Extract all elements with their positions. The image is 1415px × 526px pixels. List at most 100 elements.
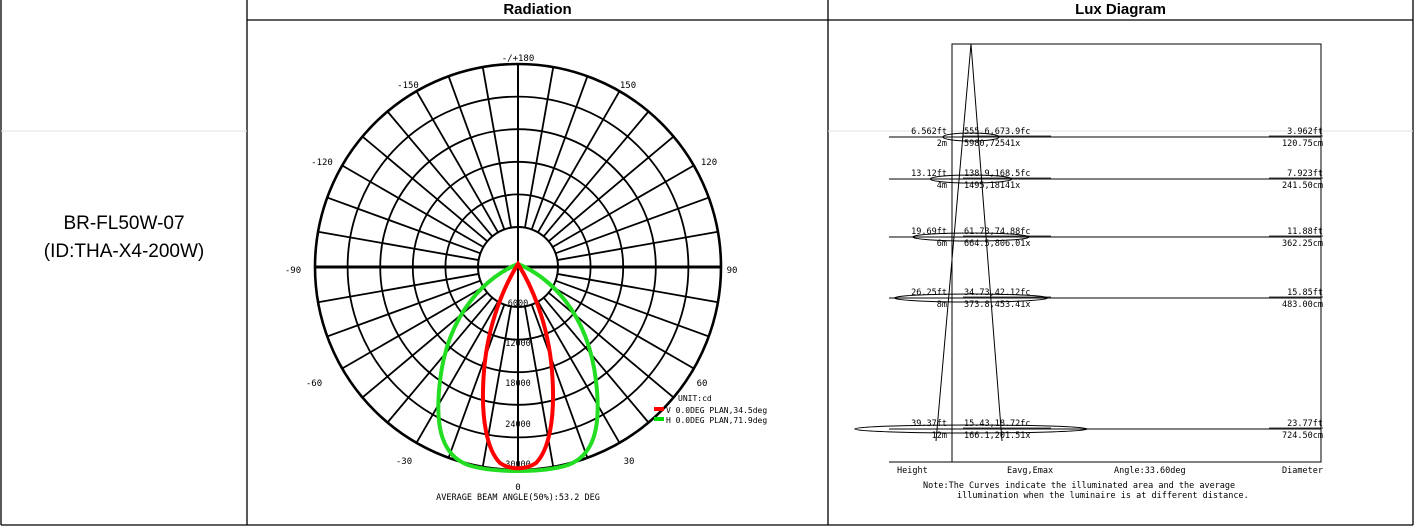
polar-spoke: [386, 297, 493, 424]
angle-label-120: 120: [701, 158, 717, 168]
polar-spoke: [361, 135, 488, 242]
angle-label-150: 150: [620, 81, 636, 91]
v-plane-curve: [480, 260, 556, 471]
polar-spoke: [552, 286, 695, 370]
lux-diameter-cm: 241.50cm: [1282, 181, 1323, 191]
lux-beam-ellipse: [854, 424, 1088, 434]
polar-spoke: [415, 90, 499, 233]
angle-label-minus90: -90: [285, 266, 301, 276]
ring-label-6000: 6000: [508, 299, 528, 309]
lux-height-m: 2m: [937, 139, 947, 149]
model-name: BR-FL50W-07: [63, 213, 185, 234]
ring-label-12000: 12000: [505, 339, 531, 349]
polar-spoke: [361, 292, 488, 399]
v-legend-label: V 0.0DEG PLAN,34.5deg: [666, 406, 767, 415]
polar-spoke: [326, 196, 481, 255]
lux-lx-value: 166.1,201.51x: [964, 431, 1031, 441]
footer-angle: Angle:33.60deg: [1114, 466, 1186, 476]
model-id: (ID:THA-X4-200W): [43, 241, 205, 262]
unit-label: UNIT:cd: [678, 394, 712, 403]
polar-grid: [313, 62, 723, 472]
lux-beam-ellipse: [893, 293, 1049, 303]
angle-label-0: 0: [515, 483, 520, 493]
lux-frame: [951, 43, 1322, 463]
lux-fc-value: 61.73,74.88fc: [964, 227, 1031, 237]
lux-diameter-ft: 11.88ft: [1287, 227, 1323, 237]
polar-spoke: [543, 110, 650, 237]
polar-spoke: [481, 66, 512, 228]
angle-label-90: 90: [727, 266, 738, 276]
lux-diagram-header: Lux Diagram: [1075, 1, 1166, 18]
lux-diameter-ft: 23.77ft: [1287, 419, 1323, 429]
ring-label-30000: 30000: [505, 460, 531, 470]
lux-fc-value: 555.6,673.9fc: [964, 127, 1031, 137]
lux-fc-value: 138.9,168.5fc: [964, 169, 1031, 179]
angle-label-minus150: -150: [397, 81, 419, 91]
angle-label-minus30: -30: [396, 457, 412, 467]
cone-left-edge: [935, 43, 972, 442]
polar-spoke: [317, 230, 479, 261]
v-legend-swatch: [654, 407, 664, 411]
lux-diameter-cm: 120.75cm: [1282, 139, 1323, 149]
lux-fc-value: 15.43,18.72fc: [964, 419, 1031, 429]
beam-angle-footer: AVERAGE BEAM ANGLE(50%):53.2 DEG: [436, 493, 600, 503]
lux-diameter-ft: 7.923ft: [1287, 169, 1323, 179]
polar-spoke: [557, 273, 719, 304]
polar-spoke: [341, 164, 484, 248]
lux-height-ft: 39.37ft: [911, 419, 947, 429]
lux-height-ft: 26.25ft: [911, 288, 947, 298]
polar-spoke: [524, 66, 555, 228]
ring-label-18000: 18000: [505, 379, 531, 389]
footer-diameter: Diameter: [1282, 466, 1323, 476]
lux-beam-ellipse: [929, 174, 1013, 184]
cone-right-edge: [970, 43, 1003, 442]
lux-beam-ellipse: [942, 132, 1000, 142]
angle-label-minus60: -60: [306, 379, 322, 389]
lux-height-m: 8m: [937, 300, 947, 310]
polar-legend: UNIT:cd V 0.0DEG PLAN,34.5deg H 0.0DEG P…: [654, 394, 767, 425]
lux-height-m: 12m: [932, 431, 947, 441]
polar-diagram: -/+180 -150 150 -120 120 -90 90 -60 60 -…: [285, 54, 767, 503]
h-legend-label: H 0.0DEG PLAN,71.9deg: [666, 416, 767, 425]
polar-spoke: [543, 297, 650, 424]
product-model: BR-FL50W-07 (ID:THA-X4-200W): [2, 210, 246, 266]
angle-label-180: -/+180: [502, 54, 535, 64]
polar-spoke: [537, 90, 621, 233]
polar-spoke: [530, 304, 589, 459]
polar-spoke: [447, 75, 506, 230]
footer-height: Height: [897, 466, 928, 476]
lux-lx-value: 373.8,453.41x: [964, 300, 1031, 310]
note-line2: illumination when the luminaire is at di…: [957, 491, 1249, 501]
polar-spoke: [326, 279, 481, 338]
lux-diameter-cm: 724.50cm: [1282, 431, 1323, 441]
lux-fc-value: 34.73,42.12fc: [964, 288, 1031, 298]
lux-height-m: 6m: [937, 239, 947, 249]
lux-height-ft: 13.12ft: [911, 169, 947, 179]
polar-spoke: [557, 230, 719, 261]
polar-spoke: [386, 110, 493, 237]
polar-spoke: [552, 164, 695, 248]
note-line1: Note:The Curves indicate the illuminated…: [923, 481, 1235, 491]
lux-lx-value: 1495,18141x: [964, 181, 1020, 191]
lux-height-m: 4m: [937, 181, 947, 191]
polar-spoke: [548, 135, 675, 242]
polar-spoke: [548, 292, 675, 399]
polar-spoke: [555, 279, 710, 338]
lux-beam-ellipse: [912, 232, 1030, 242]
polar-spoke: [530, 75, 589, 230]
polar-spoke: [341, 286, 484, 370]
angle-label-30: 30: [624, 457, 635, 467]
lux-diameter-cm: 483.00cm: [1282, 300, 1323, 310]
ring-label-24000: 24000: [505, 420, 531, 430]
polar-spoke: [447, 304, 506, 459]
angle-label-minus120: -120: [311, 158, 333, 168]
lux-diagram: 6.562ft 2m 555.6,673.9fc 5980,72541x 3.962ft…: [854, 43, 1323, 501]
polar-spoke: [537, 301, 621, 444]
polar-spoke: [317, 273, 479, 304]
h-plane-curve: [436, 261, 600, 473]
angle-label-60: 60: [697, 379, 708, 389]
lux-rows: 6.562ft 2m 555.6,673.9fc 5980,72541x 3.962ft…: [854, 127, 1323, 441]
lux-diameter-ft: 15.85ft: [1287, 288, 1323, 298]
radiation-header: Radiation: [503, 1, 572, 18]
